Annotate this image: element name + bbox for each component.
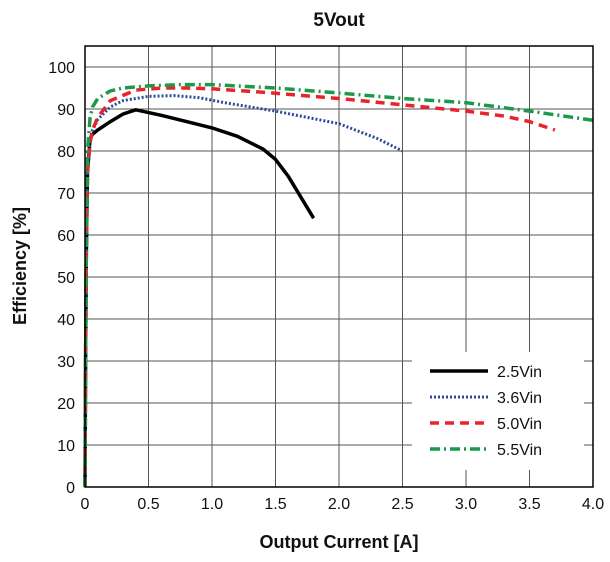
y-tick-label: 100 (48, 60, 75, 77)
legend-label: 2.5Vin (497, 364, 542, 381)
x-tick-label: 3.0 (455, 496, 477, 513)
y-axis-label: Efficiency [%] (10, 207, 30, 325)
chart-title: 5Vout (313, 10, 365, 31)
y-tick-label: 30 (57, 354, 75, 371)
legend: 2.5Vin 3.6Vin 5.0Vin 5.5Vin (412, 352, 584, 470)
y-tick-label: 20 (57, 396, 75, 413)
y-tick-label: 0 (66, 480, 75, 497)
series-layer (83, 82, 594, 488)
y-tick-label: 10 (57, 438, 75, 455)
x-tick-label: 3.5 (518, 496, 540, 513)
y-tick-label: 90 (57, 102, 75, 119)
y-tick-label: 60 (57, 228, 75, 245)
x-tick-label: 2.0 (328, 496, 350, 513)
x-tick-label: 1.5 (264, 496, 286, 513)
x-tick-label: 4.0 (582, 496, 604, 513)
legend-label: 5.0Vin (497, 416, 542, 433)
grid-layer (85, 46, 593, 487)
legend-label: 5.5Vin (497, 442, 542, 459)
x-tick-labels: 0 0.5 1.0 1.5 2.0 2.5 3.0 3.5 4.0 (81, 496, 605, 513)
y-tick-label: 40 (57, 312, 75, 329)
x-tick-label: 0 (81, 496, 90, 513)
series-line-3-6vin (83, 94, 404, 488)
legend-label: 3.6Vin (497, 390, 542, 407)
x-tick-label: 1.0 (201, 496, 223, 513)
series-line-2-5vin (83, 108, 316, 488)
y-tick-labels: 0 10 20 30 40 50 60 70 80 90 100 (48, 60, 75, 497)
x-tick-label: 2.5 (391, 496, 413, 513)
y-tick-label: 80 (57, 144, 75, 161)
x-axis-label: Output Current [A] (260, 532, 419, 552)
series-line-5-5vin (83, 82, 594, 488)
y-tick-label: 50 (57, 270, 75, 287)
x-tick-label: 0.5 (137, 496, 159, 513)
y-tick-label: 70 (57, 186, 75, 203)
plot-frame (84, 45, 594, 488)
